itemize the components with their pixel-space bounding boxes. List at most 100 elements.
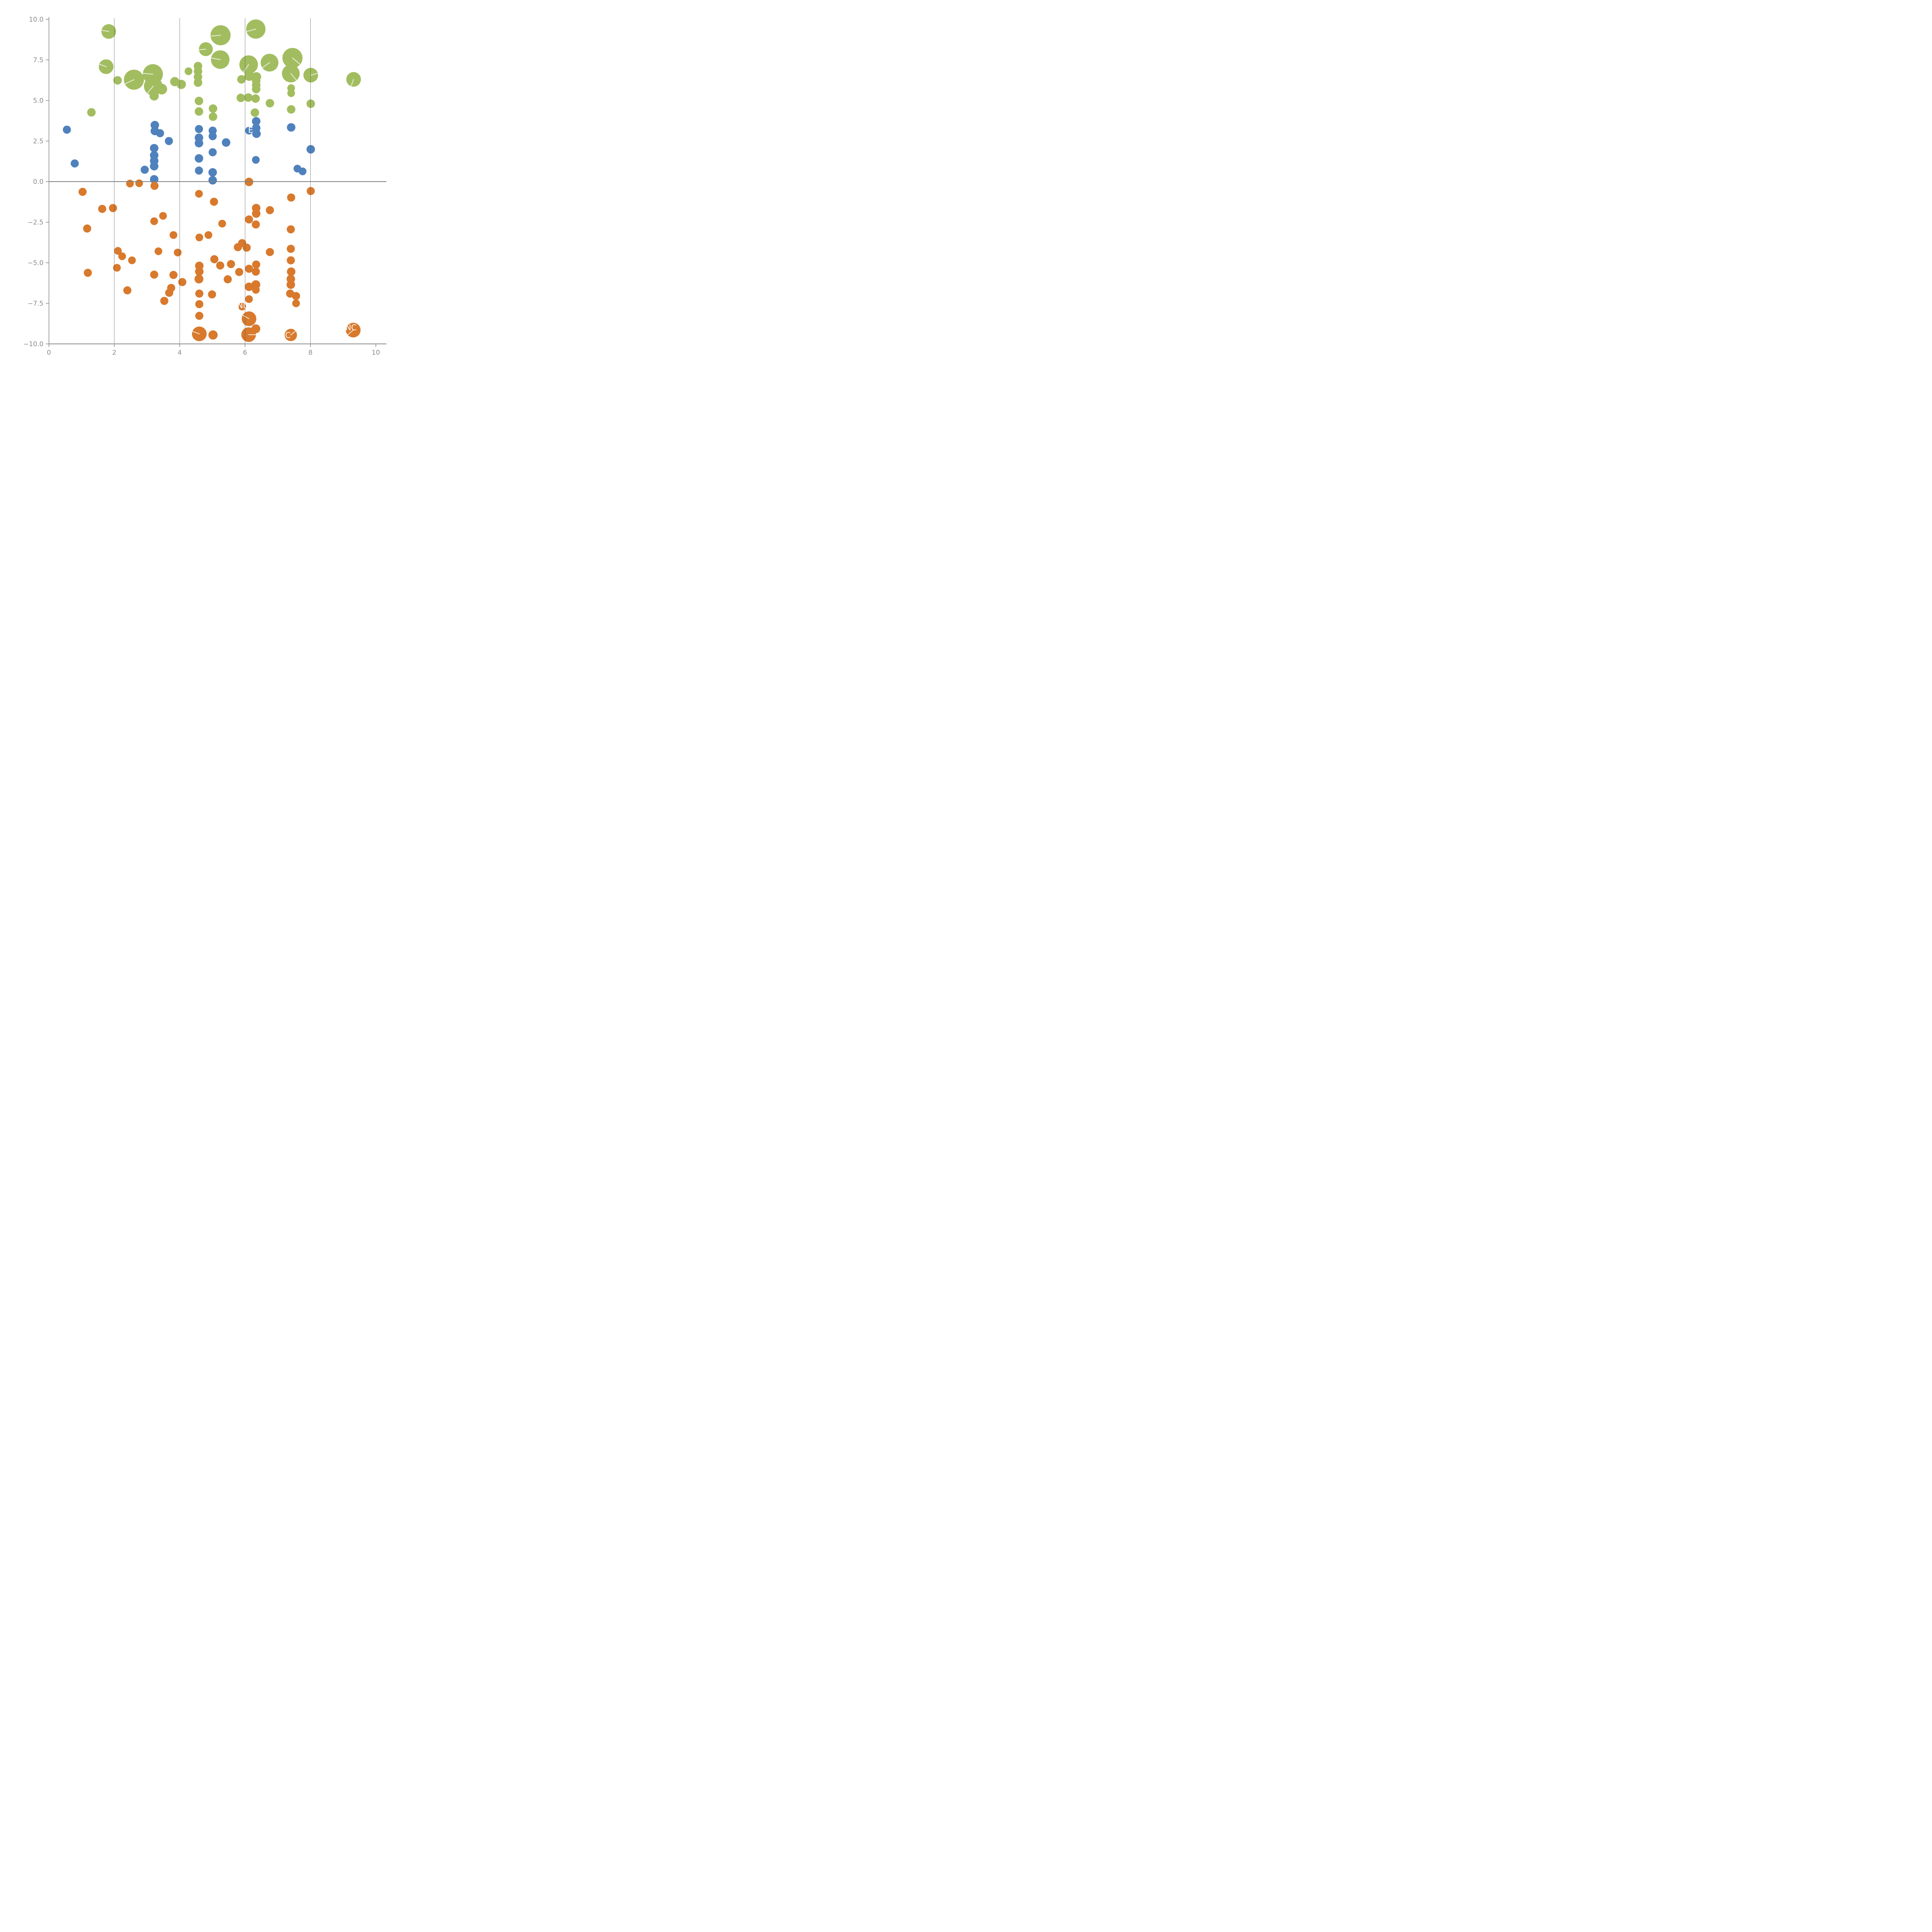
data-point-negative-orange — [109, 204, 117, 212]
x-tick-label-2: 2 — [112, 349, 116, 357]
data-point-negative-orange — [118, 252, 126, 260]
leader-line — [98, 63, 107, 67]
y-tick-label-0: 0.0 — [33, 178, 44, 186]
x-tick-label-10: 10 — [372, 349, 380, 357]
data-point-positive-low-blue — [208, 148, 217, 156]
data-point-negative-orange — [252, 260, 260, 269]
data-point-positive-low-blue — [195, 125, 203, 133]
data-point-negative-orange — [234, 243, 242, 252]
data-point-negative-orange — [208, 290, 216, 299]
y-tick-label-7.5: 7.5 — [33, 56, 44, 64]
x-tick-label-4: 4 — [178, 349, 182, 357]
leader-line — [141, 73, 153, 75]
leader-line — [191, 330, 200, 335]
data-point-negative-orange — [287, 225, 295, 233]
data-point-negative-orange — [208, 330, 218, 340]
data-point-positive-high-green — [177, 80, 186, 89]
leader-line — [290, 73, 298, 82]
data-point-negative-orange — [252, 220, 260, 229]
data-point-negative-orange — [173, 248, 182, 257]
data-point-positive-high-green — [287, 89, 295, 97]
data-point-positive-high-green — [150, 91, 159, 101]
data-point-negative-orange — [123, 286, 132, 294]
annotation-E: E — [248, 125, 253, 134]
data-point-negative-orange — [204, 231, 213, 239]
data-point-negative-orange — [287, 245, 295, 253]
data-point-positive-high-green — [194, 97, 203, 105]
data-point-negative-orange — [113, 264, 121, 272]
data-point-negative-orange — [195, 300, 204, 308]
bubble-scatter-chart: 10.0 7.5 5.0 2.5 0.0 −2.5 −5.0 −7.5 −10.0 0 2 4 6 8 10… — [23, 16, 386, 357]
data-point-positive-high-green — [287, 105, 296, 114]
data-point-positive-high-green — [250, 108, 259, 117]
data-point-positive-low-blue — [299, 167, 307, 175]
data-point-negative-orange — [195, 190, 203, 198]
data-point-negative-orange — [235, 268, 243, 276]
data-point-positive-high-green — [306, 99, 315, 108]
data-point-negative-orange — [252, 267, 260, 276]
data-point-negative-orange — [78, 188, 87, 196]
leader-line — [208, 35, 221, 37]
data-point-negative-orange — [195, 289, 204, 298]
data-point-negative-orange — [252, 286, 260, 294]
data-point-negative-orange — [306, 187, 315, 195]
data-point-negative-orange — [245, 282, 253, 291]
data-point-negative-orange — [245, 265, 253, 273]
leader-line — [292, 57, 302, 66]
data-point-negative-orange — [155, 247, 162, 255]
x-tick-label-6: 6 — [243, 349, 247, 357]
leader-line — [242, 64, 249, 74]
data-point-positive-low-blue — [287, 123, 296, 132]
data-point-negative-orange — [292, 292, 300, 300]
data-point-negative-orange — [287, 193, 295, 202]
data-point-negative-orange — [83, 224, 92, 233]
data-point-negative-orange — [195, 311, 204, 320]
leader-line — [146, 85, 154, 95]
leader-line — [241, 314, 250, 320]
data-point-positive-high-green — [87, 108, 96, 117]
data-point-positive-high-green — [184, 67, 192, 75]
data-point-positive-low-blue — [252, 156, 260, 164]
data-point-positive-low-blue — [63, 126, 71, 134]
data-point-negative-orange — [83, 269, 92, 277]
data-point-positive-low-blue — [156, 129, 164, 138]
data-point-positive-high-green — [194, 78, 202, 87]
data-point-positive-low-blue — [252, 129, 261, 138]
leader-line — [290, 330, 297, 336]
leader-line — [209, 57, 221, 60]
annotation-NC: NC — [345, 323, 357, 332]
scatter-plot-page: 10.0 7.5 5.0 2.5 0.0 −2.5 −5.0 −7.5 −10.0 0 2 4 6 8 10… — [0, 0, 386, 386]
y-tick-label--2.5: −2.5 — [27, 219, 43, 226]
data-point-positive-low-blue — [195, 166, 203, 175]
data-point-negative-orange — [242, 243, 251, 252]
data-point-positive-low-blue — [252, 117, 260, 126]
data-point-negative-orange — [150, 182, 159, 190]
data-point-positive-high-green — [244, 93, 253, 102]
data-point-positive-low-blue — [70, 159, 79, 168]
annotation-ND: ND — [237, 301, 249, 310]
leader-line — [350, 79, 354, 88]
data-point-positive-low-blue — [208, 132, 217, 140]
data-point-negative-orange — [216, 261, 224, 270]
data-point-positive-high-green — [236, 94, 245, 102]
data-point-positive-low-blue — [245, 127, 253, 135]
data-point-positive-low-blue — [150, 144, 158, 153]
data-point-negative-orange — [194, 274, 204, 284]
leader-line — [123, 79, 134, 85]
data-point-positive-low-blue — [150, 121, 159, 129]
data-point-negative-orange — [286, 280, 295, 289]
data-point-positive-low-blue — [222, 138, 231, 147]
data-point-negative-orange — [245, 295, 253, 303]
data-point-positive-high-green — [265, 99, 274, 108]
data-point-negative-orange — [126, 180, 134, 187]
data-point-negative-orange — [210, 255, 219, 264]
y-tick-label--5: −5.0 — [27, 259, 43, 267]
annotation-C: C — [285, 331, 291, 340]
leader-line — [197, 49, 206, 51]
x-tick-label-8: 8 — [308, 349, 313, 357]
data-point-negative-orange — [178, 278, 187, 286]
leader-line — [310, 72, 320, 76]
data-point-negative-orange — [287, 256, 295, 265]
leader-line — [346, 330, 354, 336]
data-point-negative-orange — [159, 212, 167, 220]
